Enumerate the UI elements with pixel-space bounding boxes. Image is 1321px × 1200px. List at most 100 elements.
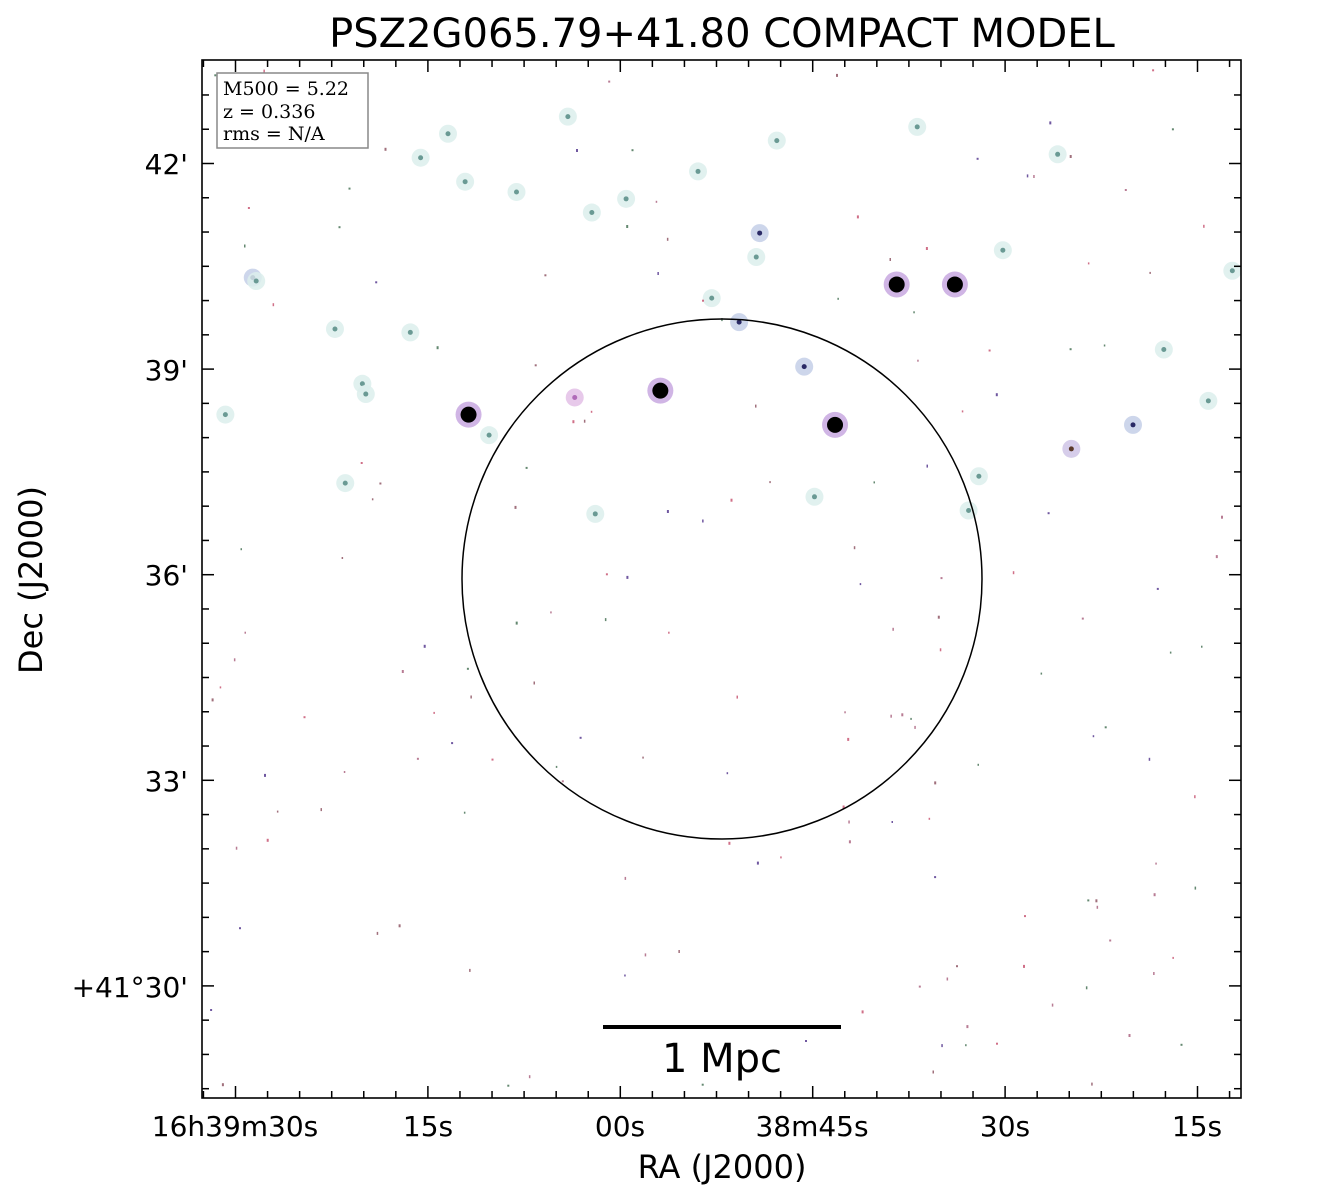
noise-speckle	[398, 924, 401, 928]
noise-speckle	[1203, 224, 1205, 228]
noise-speckle	[913, 311, 915, 314]
noise-speckle	[1087, 899, 1090, 902]
noise-speckle	[1169, 651, 1172, 654]
noise-speckle	[525, 466, 528, 469]
noise-speckle	[631, 149, 634, 152]
source-marker	[480, 426, 499, 445]
source-marker	[1048, 145, 1067, 164]
noise-speckle	[576, 149, 578, 152]
source-marker	[805, 487, 824, 506]
noise-speckle	[401, 670, 404, 673]
source-marker	[702, 289, 721, 308]
source-core	[966, 508, 972, 513]
source-core	[222, 412, 228, 418]
source-core	[976, 473, 982, 479]
noise-speckle	[436, 346, 439, 350]
source-core	[914, 124, 920, 130]
noise-speckle	[932, 1070, 934, 1074]
noise-speckle	[666, 237, 669, 241]
x-tick-label: 15s	[403, 1110, 453, 1143]
noise-speckle	[375, 281, 378, 284]
noise-speckle	[730, 498, 733, 502]
source-marker	[883, 271, 910, 298]
source-marker	[1062, 439, 1081, 458]
noise-speckle	[247, 207, 250, 209]
noise-speckle	[211, 698, 214, 702]
x-tick-label: 15s	[1172, 1110, 1222, 1143]
source-marker	[750, 224, 769, 243]
source-core	[445, 131, 451, 137]
noise-speckle	[1171, 128, 1174, 131]
y-tick-label: 39'	[145, 354, 188, 387]
noise-speckle	[534, 364, 537, 367]
noise-speckle	[384, 147, 387, 151]
noise-speckle	[1153, 972, 1155, 975]
scale-bar-label: 1 Mpc	[662, 1036, 782, 1082]
noise-speckle	[1124, 189, 1127, 191]
legend-line-redshift: z = 0.336	[223, 101, 315, 123]
noise-speckle	[1104, 726, 1107, 729]
noise-speckle	[360, 462, 363, 464]
noise-speckle	[605, 573, 608, 576]
noise-speckle	[1128, 1034, 1131, 1037]
noise-speckle	[303, 716, 306, 719]
noise-speckle	[233, 658, 236, 662]
noise-speckle	[624, 974, 626, 977]
source-core	[774, 138, 780, 144]
source-core	[736, 319, 742, 325]
noise-speckle	[1103, 344, 1106, 347]
noise-speckle	[1095, 899, 1098, 903]
source-marker	[730, 313, 749, 332]
noise-speckle	[853, 546, 856, 550]
noise-speckle	[873, 481, 875, 484]
noise-speckle	[1085, 986, 1088, 990]
noise-speckle	[939, 648, 942, 652]
noise-speckle	[463, 811, 466, 814]
noise-speckle	[1149, 271, 1151, 274]
noise-speckle	[642, 756, 644, 759]
noise-speckle	[1081, 617, 1084, 620]
noise-speckle	[528, 1075, 531, 1079]
noise-speckle	[1092, 735, 1095, 738]
noise-speckle	[805, 1040, 807, 1042]
noise-speckle	[934, 876, 937, 879]
noise-speckle	[1155, 862, 1157, 865]
noise-speckle	[1026, 174, 1029, 178]
legend-box	[216, 72, 369, 149]
noise-speckle	[1047, 512, 1050, 515]
y-axis-label: Dec (J2000)	[12, 486, 50, 674]
source-core	[652, 382, 669, 399]
source-core	[363, 391, 369, 397]
noise-speckle	[702, 519, 704, 523]
source-marker	[247, 272, 266, 291]
source-marker	[1223, 261, 1242, 280]
noise-speckle	[848, 840, 851, 844]
noise-speckle	[239, 927, 241, 930]
source-core	[486, 432, 492, 438]
source-core	[1130, 422, 1136, 428]
noise-speckle	[892, 627, 894, 631]
source-core	[407, 329, 413, 335]
source-marker	[617, 189, 636, 208]
noise-speckle	[988, 349, 991, 352]
noise-speckle	[604, 618, 607, 622]
source-marker	[993, 241, 1012, 260]
y-tick-label: 42'	[145, 148, 188, 181]
source-marker	[356, 385, 375, 404]
noise-speckle	[1033, 175, 1035, 178]
noise-speckle	[514, 505, 517, 509]
source-marker	[586, 504, 605, 523]
source-core	[695, 168, 701, 174]
source-core	[572, 394, 578, 400]
noise-speckle	[755, 404, 757, 408]
source-marker	[456, 172, 475, 191]
noise-speckle	[1148, 757, 1151, 761]
noise-speckle	[1069, 155, 1072, 158]
noise-speckle	[491, 758, 494, 761]
source-core	[1000, 247, 1006, 253]
noise-speckle	[769, 481, 771, 484]
noise-speckle	[572, 420, 575, 424]
noise-speckle	[956, 965, 958, 968]
cluster-region-circle	[461, 318, 983, 840]
